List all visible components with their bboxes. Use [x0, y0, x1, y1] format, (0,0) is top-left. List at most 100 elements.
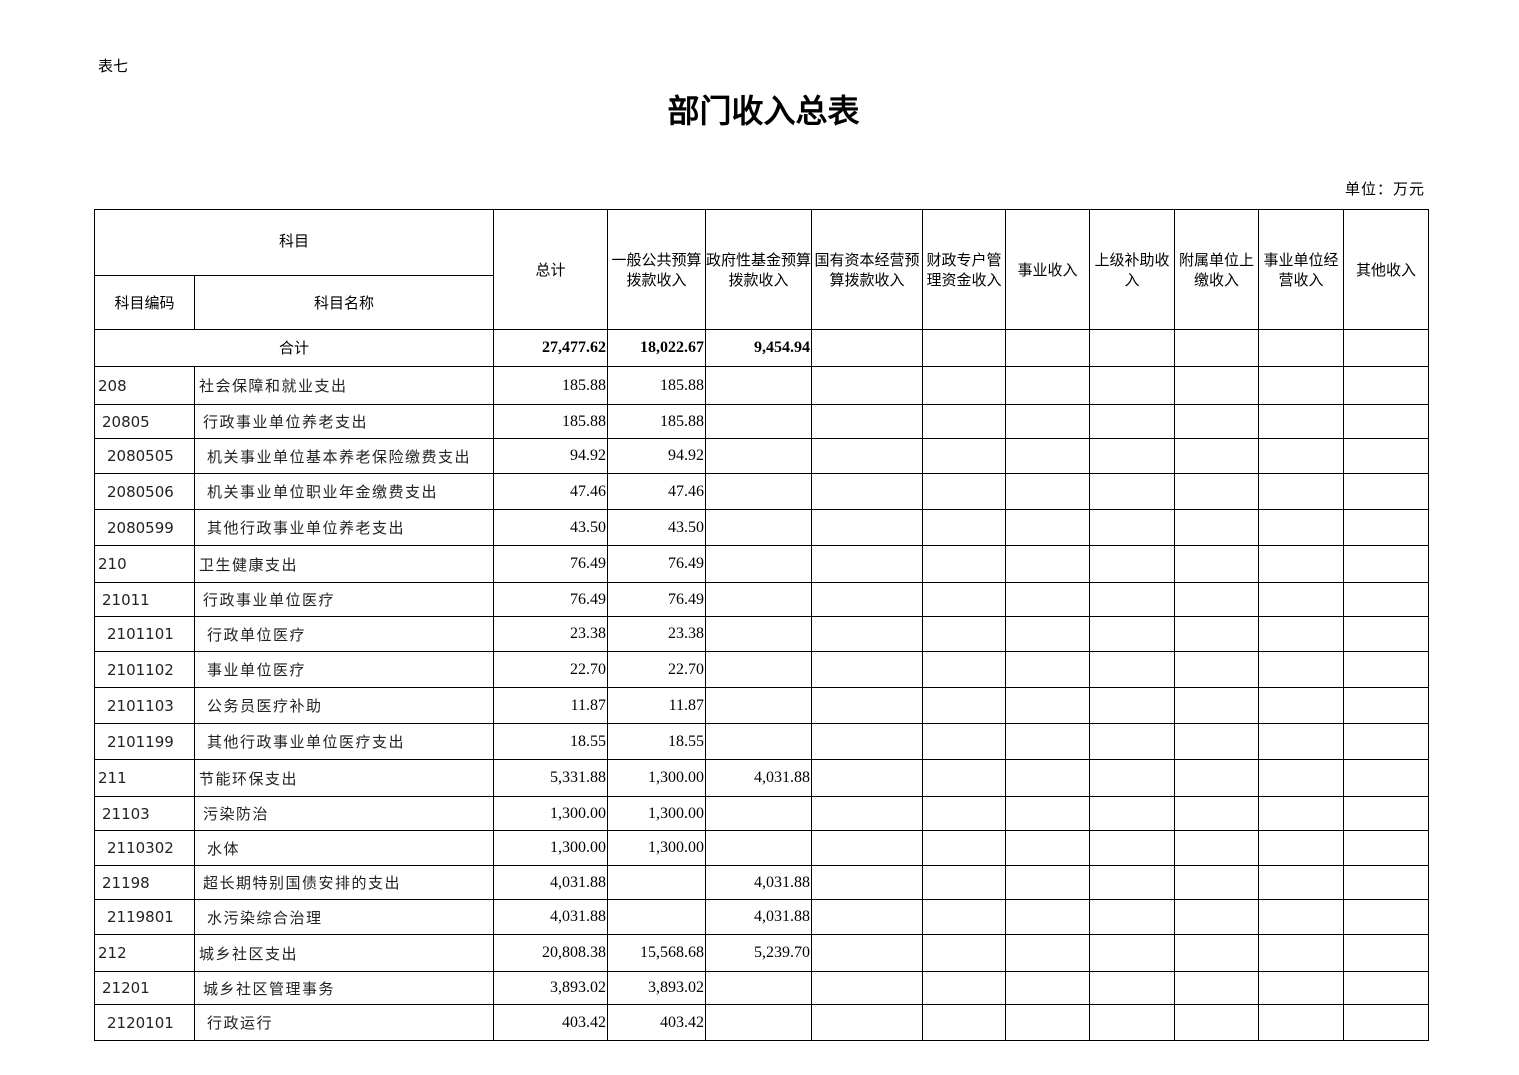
amount-cell: [1174, 582, 1260, 617]
total-value: [811, 329, 924, 367]
subject-name: 节能环保支出: [193, 759, 495, 797]
amount-cell: [1174, 616, 1260, 652]
amount-cell: 18.55: [607, 723, 707, 760]
page-title: 部门收入总表: [667, 92, 860, 130]
amount-cell: [922, 582, 1007, 617]
header-name: 科目名称: [193, 275, 495, 330]
amount-cell: 15,568.68: [607, 934, 707, 972]
subject-code: 2101103: [94, 687, 195, 724]
amount-cell: 403.42: [493, 1004, 609, 1041]
subject-code: 211: [94, 759, 195, 797]
amount-cell: [922, 971, 1007, 1005]
header-col-7: 附属单位上缴收入: [1174, 209, 1260, 330]
amount-cell: 4,031.88: [493, 899, 609, 935]
amount-cell: [1089, 651, 1176, 688]
amount-cell: [1174, 723, 1260, 760]
amount-cell: [1258, 759, 1345, 797]
amount-cell: 76.49: [493, 545, 609, 583]
amount-cell: [811, 899, 924, 935]
total-value: 18,022.67: [607, 329, 707, 367]
amount-cell: [1005, 404, 1091, 439]
amount-cell: [1005, 509, 1091, 546]
amount-cell: 5,239.70: [705, 934, 813, 972]
subject-name: 事业单位医疗: [193, 651, 495, 688]
amount-cell: [1258, 971, 1345, 1005]
table-row: 21103 污染防治 1,300.00 1,300.00: [94, 796, 1430, 831]
subject-code: 2080599: [94, 509, 195, 546]
amount-cell: 1,300.00: [493, 830, 609, 866]
amount-cell: [811, 830, 924, 866]
amount-cell: [1258, 438, 1345, 474]
amount-cell: [705, 723, 813, 760]
amount-cell: [1089, 582, 1176, 617]
amount-cell: [1343, 404, 1430, 439]
subject-name: 公务员医疗补助: [193, 687, 495, 724]
table-row: 2101102 事业单位医疗 22.70 22.70: [94, 651, 1430, 688]
header-col-4: 财政专户管理资金收入: [922, 209, 1007, 330]
amount-cell: [607, 865, 707, 900]
amount-cell: [922, 545, 1007, 583]
amount-cell: [705, 1004, 813, 1041]
subject-code: 2119801: [94, 899, 195, 935]
amount-cell: [811, 934, 924, 972]
amount-cell: [1258, 1004, 1345, 1041]
header-col-6: 上级补助收入: [1089, 209, 1176, 330]
header-col-0: 总计: [493, 209, 609, 330]
amount-cell: [1343, 971, 1430, 1005]
amount-cell: [1089, 899, 1176, 935]
subject-code: 2120101: [94, 1004, 195, 1041]
amount-cell: [1005, 438, 1091, 474]
amount-cell: [705, 582, 813, 617]
amount-cell: 47.46: [493, 473, 609, 510]
total-value: [922, 329, 1007, 367]
amount-cell: 11.87: [607, 687, 707, 724]
amount-cell: [1005, 366, 1091, 405]
amount-cell: 185.88: [607, 404, 707, 439]
header-col-2: 政府性基金预算拨款收入: [705, 209, 813, 330]
amount-cell: [811, 865, 924, 900]
amount-cell: [1343, 366, 1430, 405]
amount-cell: 76.49: [607, 582, 707, 617]
subject-code: 210: [94, 545, 195, 583]
amount-cell: [705, 404, 813, 439]
unit-label: 单位：万元: [1344, 180, 1425, 198]
subject-name: 行政事业单位医疗: [193, 582, 495, 617]
subject-name: 行政事业单位养老支出: [193, 404, 495, 439]
amount-cell: [1174, 934, 1260, 972]
amount-cell: [705, 687, 813, 724]
amount-cell: [607, 899, 707, 935]
amount-cell: [1343, 865, 1430, 900]
table-row: 21201 城乡社区管理事务 3,893.02 3,893.02: [94, 971, 1430, 1005]
amount-cell: [1005, 723, 1091, 760]
amount-cell: [1089, 759, 1176, 797]
subject-code: 212: [94, 934, 195, 972]
amount-cell: [1258, 509, 1345, 546]
amount-cell: [1005, 865, 1091, 900]
amount-cell: [1005, 759, 1091, 797]
table-row: 211 节能环保支出 5,331.88 1,300.00 4,031.88: [94, 759, 1430, 797]
amount-cell: [1089, 934, 1176, 972]
amount-cell: [922, 899, 1007, 935]
amount-cell: [811, 1004, 924, 1041]
amount-cell: [811, 651, 924, 688]
amount-cell: [811, 582, 924, 617]
amount-cell: 403.42: [607, 1004, 707, 1041]
amount-cell: [705, 971, 813, 1005]
amount-cell: [1174, 404, 1260, 439]
amount-cell: [1089, 796, 1176, 831]
amount-cell: [1089, 971, 1176, 1005]
table-row: 210 卫生健康支出 76.49 76.49: [94, 545, 1430, 583]
amount-cell: [1089, 366, 1176, 405]
subject-name: 行政运行: [193, 1004, 495, 1041]
amount-cell: 5,331.88: [493, 759, 609, 797]
subject-code: 2110302: [94, 830, 195, 866]
amount-cell: [1174, 545, 1260, 583]
amount-cell: [811, 796, 924, 831]
subject-code: 208: [94, 366, 195, 405]
amount-cell: [1005, 651, 1091, 688]
amount-cell: [1174, 796, 1260, 831]
amount-cell: [1343, 796, 1430, 831]
table-row: 208 社会保障和就业支出 185.88 185.88: [94, 366, 1430, 405]
amount-cell: [922, 404, 1007, 439]
amount-cell: [1174, 899, 1260, 935]
